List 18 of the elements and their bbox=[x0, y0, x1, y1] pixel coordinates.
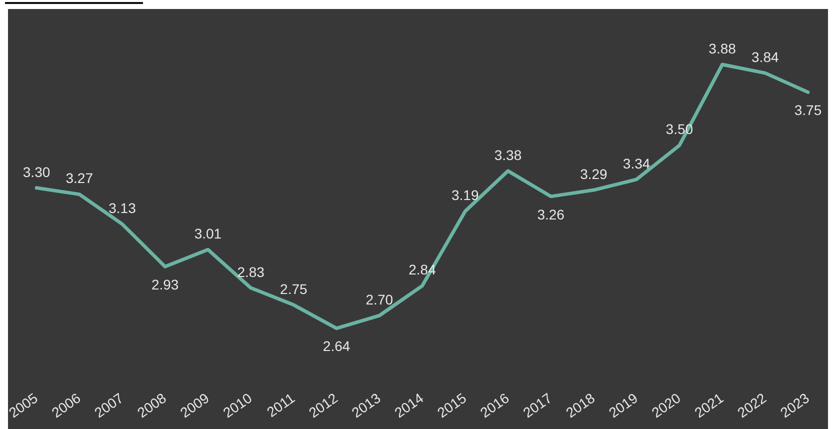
data-label: 3.75 bbox=[794, 102, 822, 118]
data-label: 3.13 bbox=[108, 200, 136, 216]
data-label: 2.93 bbox=[151, 276, 179, 292]
data-label: 2.83 bbox=[237, 264, 265, 280]
data-label: 3.34 bbox=[622, 155, 650, 172]
data-label: 3.29 bbox=[580, 166, 608, 182]
data-label: 3.27 bbox=[66, 170, 94, 186]
data-label: 2.75 bbox=[280, 280, 308, 297]
data-label: 3.19 bbox=[451, 187, 479, 204]
data-label: 3.01 bbox=[194, 225, 222, 242]
data-label: 2.64 bbox=[322, 338, 350, 354]
data-label: 2.70 bbox=[366, 291, 394, 308]
data-label: 3.26 bbox=[537, 206, 565, 222]
data-label: 3.38 bbox=[494, 146, 522, 163]
data-label: 3.84 bbox=[752, 48, 779, 65]
x-tick-label: 2011 bbox=[264, 390, 298, 420]
data-label: 3.88 bbox=[708, 40, 736, 56]
data-label: 3.30 bbox=[22, 164, 50, 180]
